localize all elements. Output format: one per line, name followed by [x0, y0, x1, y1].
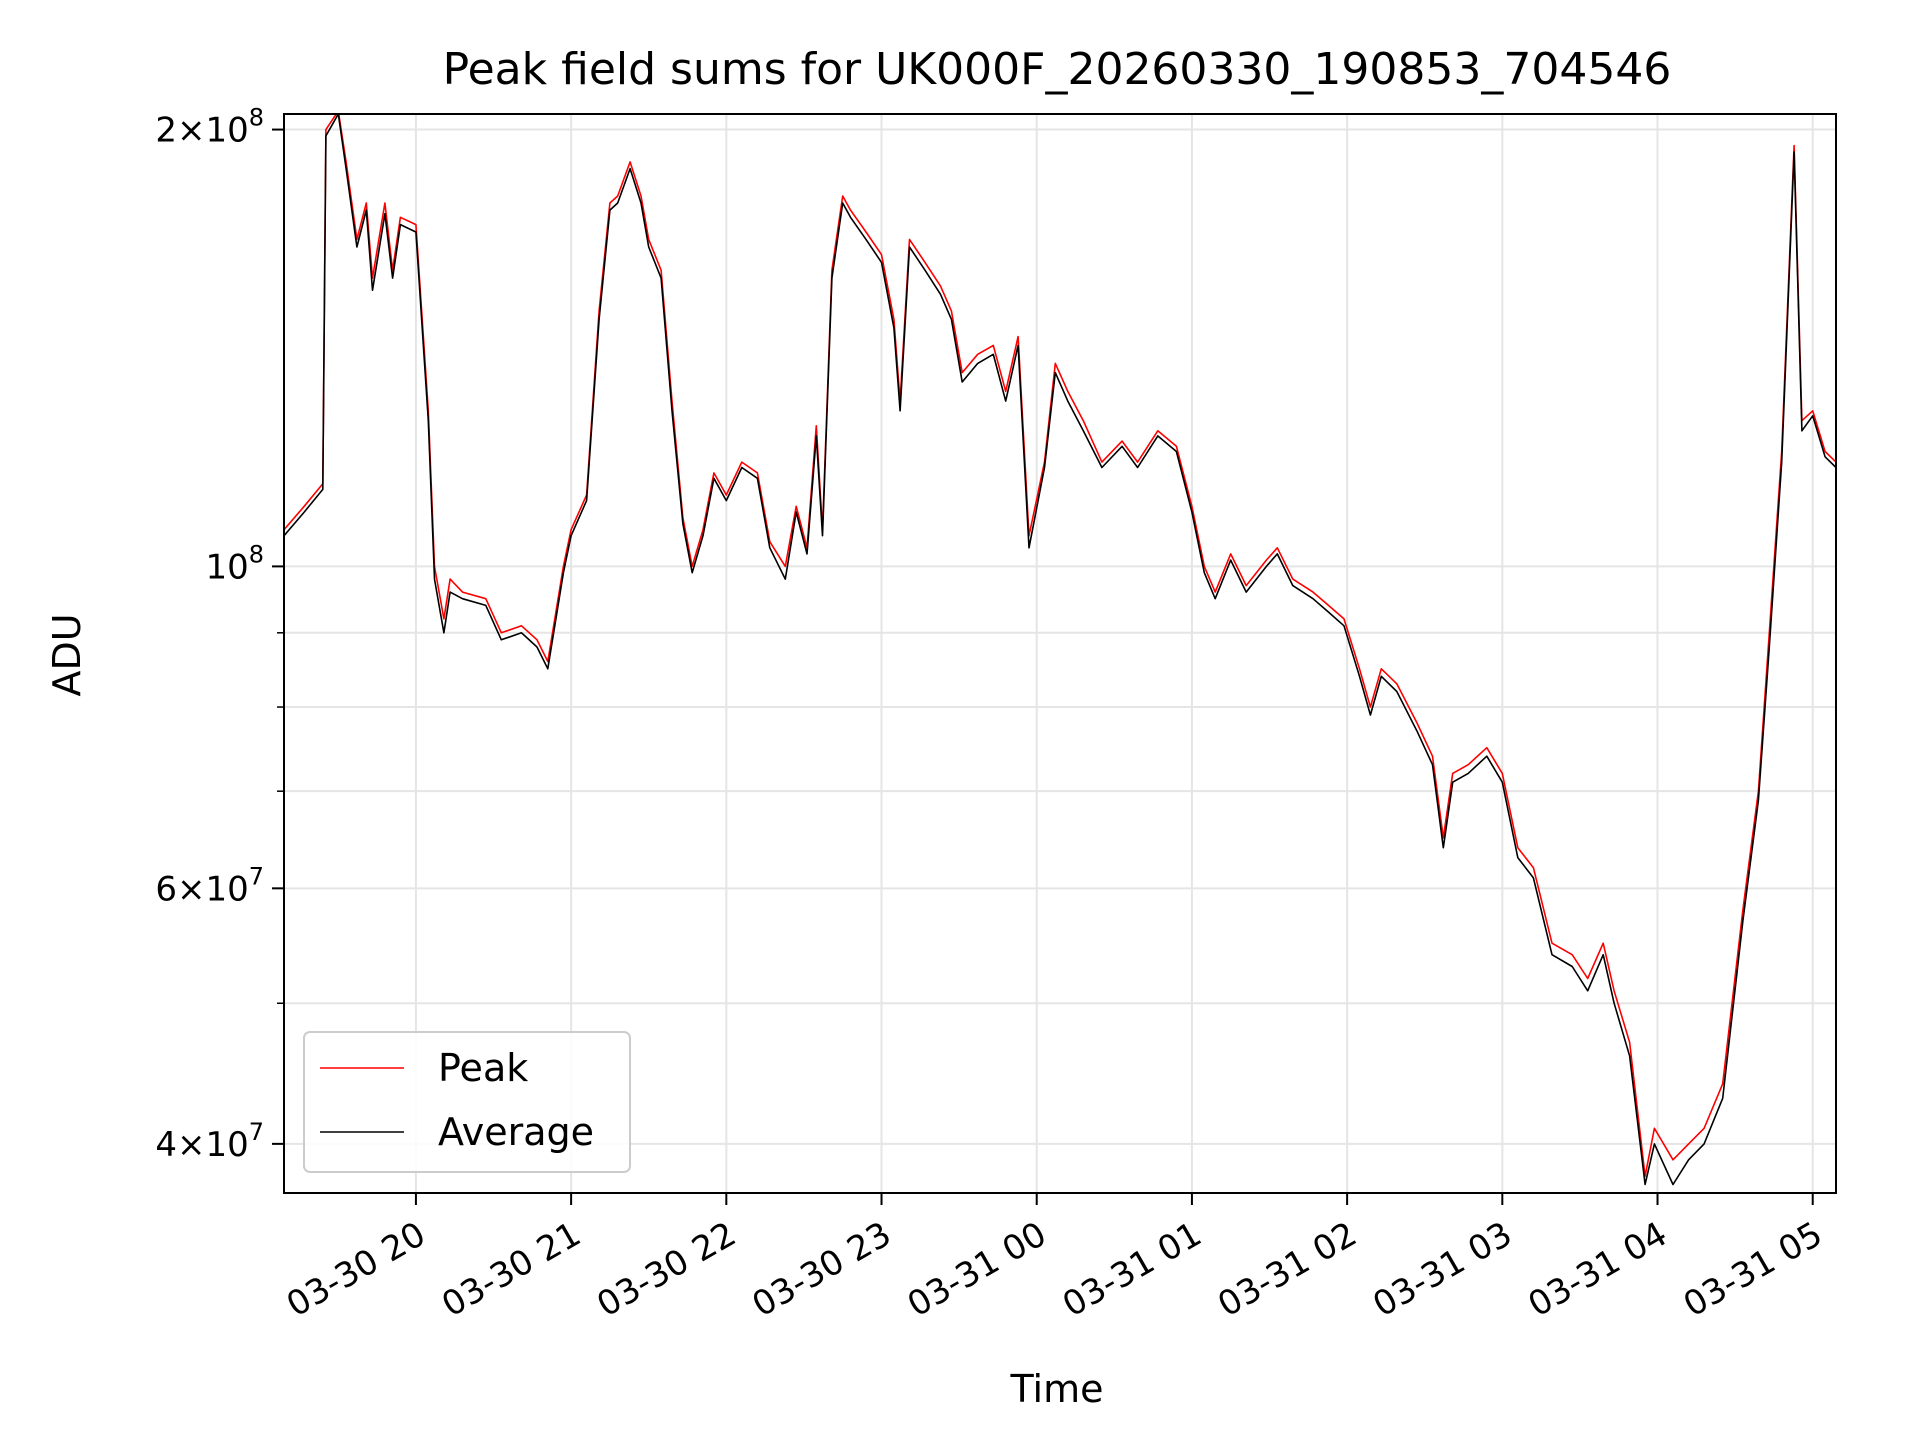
x-axis-label: Time [1010, 1367, 1104, 1411]
series-line-average [284, 114, 1836, 1186]
series-line-peak [284, 114, 1836, 1177]
y-tick-base: 10 [205, 111, 248, 151]
legend-label-peak: Peak [438, 1046, 528, 1090]
y-tick-base: 10 [205, 547, 248, 587]
y-tick-label: 2×108 [155, 104, 264, 151]
y-axis-label: ADU [45, 613, 89, 696]
y-tick-exponent: 8 [249, 540, 264, 568]
y-tick-label: 108 [205, 540, 264, 587]
y-tick-times: × [177, 111, 206, 151]
y-tick-exponent: 8 [249, 104, 264, 132]
legend: Peak Average [303, 1031, 631, 1173]
legend-label-average: Average [438, 1110, 594, 1154]
grid [284, 114, 1836, 1193]
legend-box [303, 1031, 631, 1173]
chart-title: Peak field sums for UK000F_20260330_1908… [443, 44, 1672, 95]
y-tick-base: 10 [205, 1125, 248, 1165]
y-tick-exponent: 7 [249, 862, 264, 890]
y-tick-label: 4×107 [155, 1118, 264, 1165]
y-tick-base: 10 [205, 869, 248, 909]
y-tick-mantissa: 6 [155, 869, 177, 909]
y-tick-exponent: 7 [249, 1118, 264, 1146]
y-tick-times: × [177, 1125, 206, 1165]
y-tick-times: × [177, 869, 206, 909]
y-tick-label: 6×107 [155, 862, 264, 909]
plot-frame [283, 113, 1837, 1194]
y-tick-mantissa: 4 [155, 1125, 177, 1165]
y-tick-mantissa: 2 [155, 111, 177, 151]
plot-series [284, 114, 1836, 1186]
